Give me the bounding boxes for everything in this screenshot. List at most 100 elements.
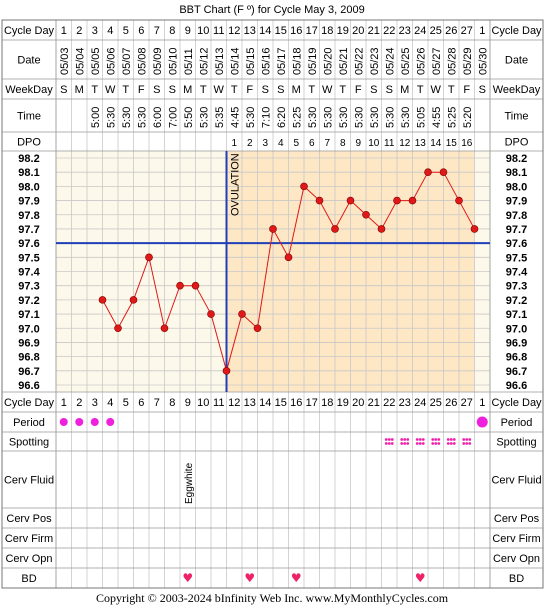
y-tick-label-right: 98.0 bbox=[506, 181, 527, 193]
spotting-dot-icon bbox=[384, 438, 388, 441]
y-tick-label-left: 97.7 bbox=[18, 224, 39, 236]
spotting-dot-icon bbox=[400, 442, 404, 445]
row-label-left-cerv_opn: Cerv Opn bbox=[5, 553, 52, 565]
date-cell: 05/03 bbox=[59, 47, 71, 75]
temperature-point bbox=[331, 225, 339, 233]
time-cell: 6:00 bbox=[152, 107, 164, 128]
time-cell: 5:30 bbox=[198, 107, 210, 128]
spotting-dot-icon bbox=[437, 438, 441, 441]
temperature-point bbox=[300, 182, 308, 191]
dpo-cell: 13 bbox=[415, 138, 427, 149]
spotting-dot-icon bbox=[434, 438, 438, 441]
date-cell: 05/27 bbox=[431, 47, 443, 75]
cycle-day-cell: 9 bbox=[185, 397, 191, 409]
temperature-point bbox=[470, 225, 479, 233]
time-cell: 5:35 bbox=[214, 107, 226, 128]
row-label-left-cycle_day: Cycle Day bbox=[4, 25, 55, 37]
row-label-right-period: Period bbox=[501, 417, 533, 429]
row-label-right-time: Time bbox=[504, 111, 528, 123]
period-dot-icon bbox=[476, 416, 488, 428]
cycle-day-cell: 3 bbox=[92, 397, 98, 409]
weekday-cell: F bbox=[355, 84, 362, 96]
row-label-right-bd: BD bbox=[509, 573, 524, 585]
spotting-dot-icon bbox=[418, 438, 422, 441]
cycle-day-cell: 13 bbox=[244, 25, 256, 37]
date-cell: 05/23 bbox=[369, 47, 381, 75]
cycle-day-cell: 1 bbox=[479, 25, 485, 37]
weekday-cell: W bbox=[214, 84, 225, 96]
y-tick-label-left: 98.1 bbox=[18, 167, 39, 179]
heart-icon: ♥ bbox=[415, 571, 426, 585]
time-cell: 5:30 bbox=[307, 107, 319, 128]
temperature-point bbox=[253, 324, 262, 333]
spotting-dot-icon bbox=[421, 442, 425, 445]
spotting-dot-icon bbox=[468, 438, 472, 441]
dpo-cell: 6 bbox=[309, 138, 315, 149]
cycle-day-cell: 10 bbox=[197, 25, 209, 37]
spotting-dot-icon bbox=[434, 442, 438, 445]
y-tick-label-left: 98.0 bbox=[18, 181, 39, 193]
dpo-cell: 14 bbox=[430, 138, 442, 149]
time-cell: 5:30 bbox=[322, 107, 334, 128]
row-label-left-cerv_fluid: Cerv Fluid bbox=[4, 475, 54, 487]
spotting-dot-icon bbox=[406, 438, 410, 441]
weekday-cell: S bbox=[153, 84, 160, 96]
cycle-day-cell: 14 bbox=[259, 397, 271, 409]
spotting-dot-icon bbox=[465, 438, 469, 441]
temperature-point bbox=[439, 168, 448, 176]
weekday-cell: W bbox=[105, 84, 116, 96]
cycle-day-cell: 25 bbox=[430, 25, 442, 37]
ovulation-label: OVULATION bbox=[230, 153, 242, 216]
time-cell: 5:25 bbox=[446, 107, 458, 128]
cycle-day-cell: 20 bbox=[352, 397, 364, 409]
cycle-day-cell: 21 bbox=[368, 397, 380, 409]
cycle-day-cell: 2 bbox=[76, 397, 82, 409]
heart-icon: ♥ bbox=[244, 571, 255, 585]
spotting-dot-icon bbox=[449, 442, 453, 445]
cycle-day-cell: 26 bbox=[445, 397, 457, 409]
cycle-day-cell: 9 bbox=[185, 25, 191, 37]
cycle-day-cell: 11 bbox=[213, 25, 224, 37]
y-tick-label-left: 97.8 bbox=[18, 210, 39, 222]
temperature-point bbox=[129, 296, 138, 304]
cycle-day-cell: 3 bbox=[92, 25, 98, 37]
date-cell: 05/28 bbox=[446, 47, 458, 75]
temperature-point bbox=[346, 196, 355, 205]
row-label-left-bd: BD bbox=[21, 573, 36, 585]
row-label-right-cycle_day: Cycle Day bbox=[491, 397, 542, 409]
date-cell: 05/17 bbox=[276, 47, 288, 75]
cycle-day-cell: 24 bbox=[414, 397, 426, 409]
date-cell: 05/15 bbox=[245, 47, 257, 75]
date-cell: 05/04 bbox=[74, 47, 86, 75]
cycle-day-cell: 5 bbox=[123, 397, 129, 409]
cycle-day-cell: 1 bbox=[479, 397, 485, 409]
time-cell: 5:30 bbox=[400, 107, 412, 128]
cycle-day-cell: 10 bbox=[197, 397, 209, 409]
time-cell: 5:30 bbox=[338, 107, 350, 128]
cycle-day-cell: 24 bbox=[414, 25, 426, 37]
date-cell: 05/12 bbox=[198, 47, 210, 75]
row-label-right-cerv_pos: Cerv Pos bbox=[494, 513, 540, 525]
y-tick-label-right: 97.6 bbox=[506, 238, 527, 250]
dpo-cell: 3 bbox=[262, 138, 268, 149]
cycle-day-cell: 22 bbox=[383, 25, 395, 37]
heart-icon: ♥ bbox=[182, 571, 193, 585]
dpo-cell: 8 bbox=[340, 138, 346, 149]
date-cell: 05/21 bbox=[338, 47, 350, 75]
y-tick-label-right: 97.8 bbox=[506, 210, 527, 222]
cycle-day-cell: 20 bbox=[352, 25, 364, 37]
temperature-point bbox=[408, 196, 417, 205]
spotting-dot-icon bbox=[431, 438, 435, 441]
dpo-cell: 10 bbox=[368, 138, 380, 149]
cycle-day-cell: 1 bbox=[61, 397, 67, 409]
time-cell: 5:30 bbox=[353, 107, 365, 128]
y-tick-label-right: 97.3 bbox=[506, 281, 527, 293]
cycle-day-cell: 8 bbox=[169, 397, 175, 409]
spotting-dot-icon bbox=[384, 442, 388, 445]
y-tick-label-left: 98.2 bbox=[18, 153, 39, 165]
spotting-dot-icon bbox=[387, 442, 391, 445]
spotting-dot-icon bbox=[452, 442, 456, 445]
time-cell: 5:30 bbox=[105, 107, 117, 128]
date-cell: 05/26 bbox=[415, 47, 427, 75]
